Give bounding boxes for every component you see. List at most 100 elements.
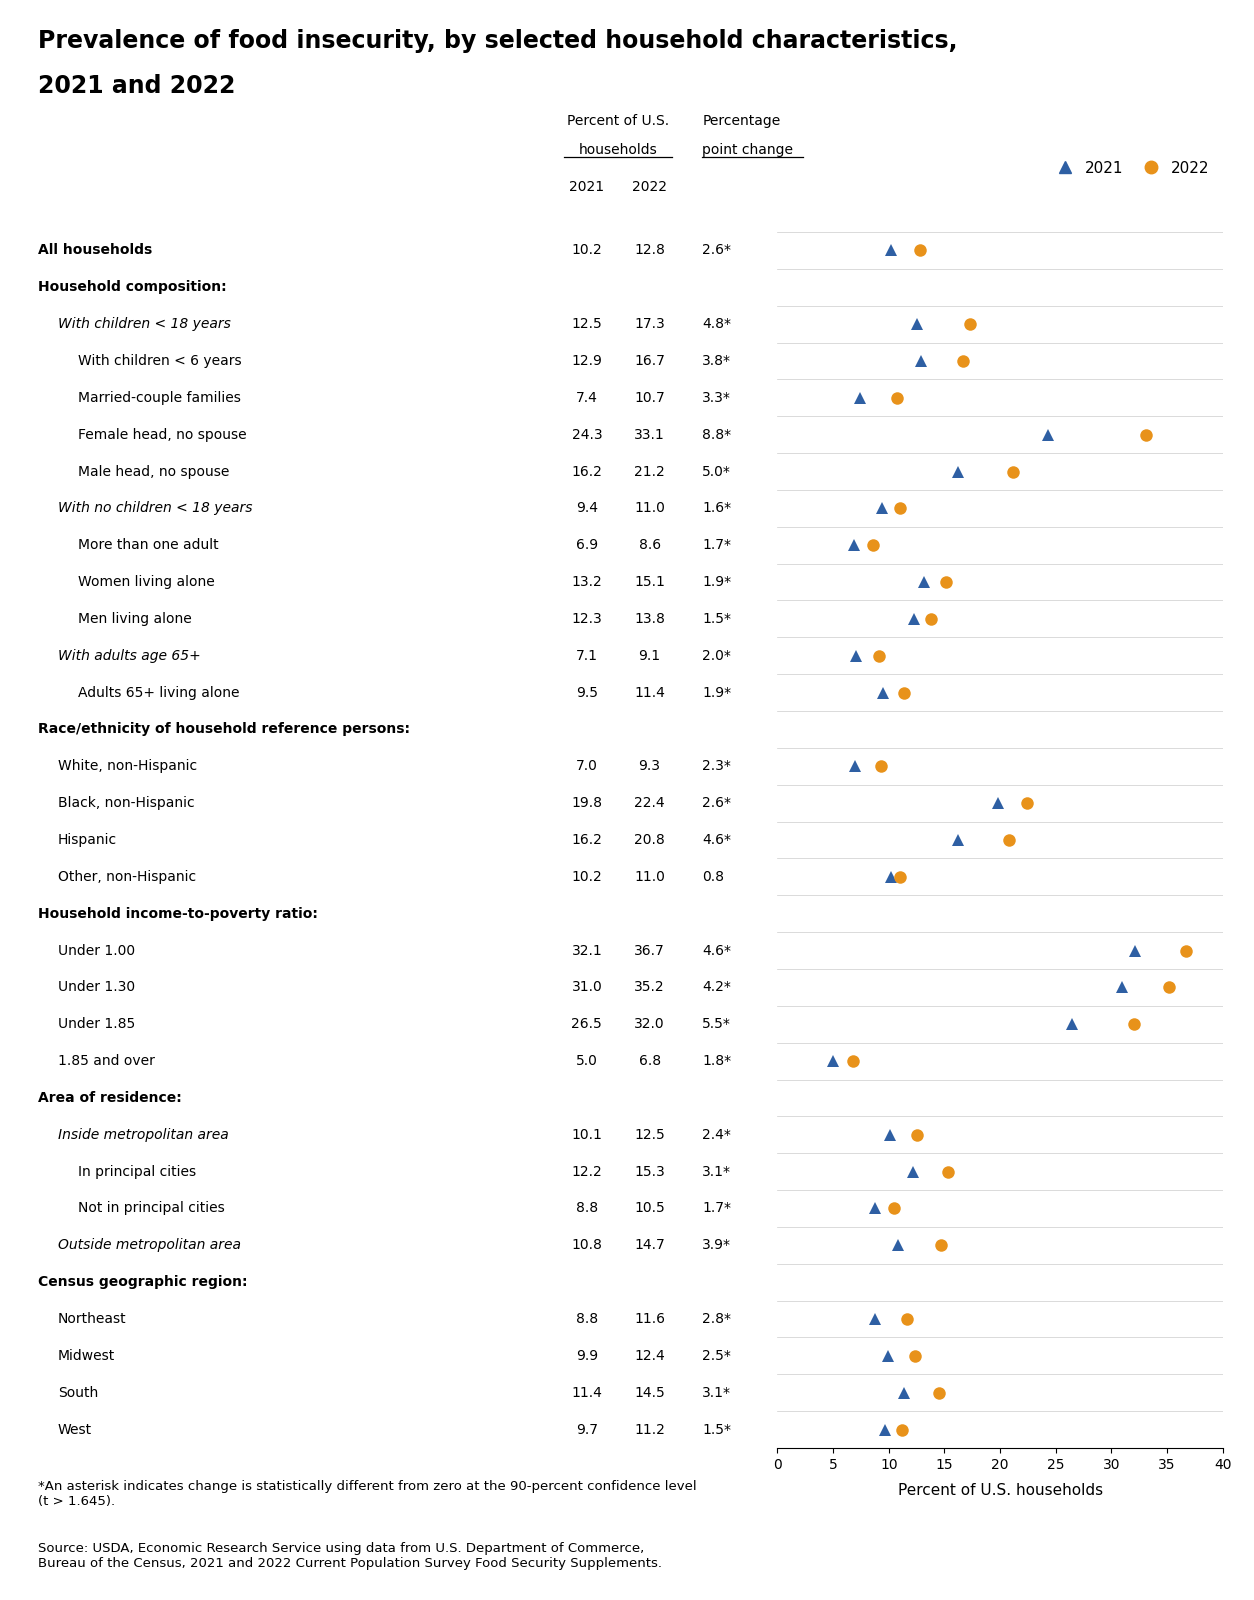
Text: 31.0: 31.0 [572,981,602,994]
Text: 11.4: 11.4 [635,686,665,699]
Text: Prevalence of food insecurity, by selected household characteristics,: Prevalence of food insecurity, by select… [38,29,957,53]
Text: 1.9*: 1.9* [702,686,731,699]
Text: In principal cities: In principal cities [78,1165,196,1179]
Text: Hispanic: Hispanic [58,834,117,846]
Text: 6.9: 6.9 [576,538,598,552]
Text: 15.3: 15.3 [635,1165,665,1179]
Text: Household composition:: Household composition: [38,280,226,294]
Text: 20.8: 20.8 [635,834,665,846]
Text: 12.9: 12.9 [572,354,602,368]
Text: 10.8: 10.8 [572,1238,602,1253]
Text: 12.8: 12.8 [635,243,665,258]
Text: 3.9*: 3.9* [702,1238,731,1253]
Text: 16.7: 16.7 [635,354,665,368]
Text: 11.0: 11.0 [635,501,665,515]
Text: 8.6: 8.6 [638,538,661,552]
Text: 15.1: 15.1 [635,574,665,589]
Text: 5.0: 5.0 [576,1054,598,1069]
Text: 3.1*: 3.1* [702,1165,731,1179]
Text: 2.8*: 2.8* [702,1312,731,1326]
Text: 7.0: 7.0 [576,760,598,773]
Text: 12.5: 12.5 [635,1128,665,1142]
Text: households: households [579,142,657,157]
Text: 2.6*: 2.6* [702,243,731,258]
Text: 11.0: 11.0 [635,870,665,883]
Text: 4.2*: 4.2* [702,981,731,994]
Text: 9.5: 9.5 [576,686,598,699]
Text: Under 1.00: Under 1.00 [58,944,135,957]
Text: South: South [58,1386,98,1400]
Text: 4.6*: 4.6* [702,944,731,957]
Text: 10.2: 10.2 [572,870,602,883]
Text: White, non-Hispanic: White, non-Hispanic [58,760,197,773]
Text: 8.8*: 8.8* [702,427,731,442]
Text: 2.4*: 2.4* [702,1128,731,1142]
Text: More than one adult: More than one adult [78,538,218,552]
Text: 24.3: 24.3 [572,427,602,442]
Text: 2022: 2022 [632,179,667,194]
Text: 1.5*: 1.5* [702,1422,731,1437]
Text: 5.0*: 5.0* [702,464,731,478]
Text: 10.1: 10.1 [572,1128,602,1142]
Text: 11.2: 11.2 [635,1422,665,1437]
Text: 4.8*: 4.8* [702,317,731,331]
Text: 9.1: 9.1 [638,648,661,662]
Text: Adults 65+ living alone: Adults 65+ living alone [78,686,240,699]
Text: Percent of U.S.: Percent of U.S. [567,114,670,128]
Text: West: West [58,1422,92,1437]
Text: Female head, no spouse: Female head, no spouse [78,427,246,442]
Text: Northeast: Northeast [58,1312,127,1326]
Text: 14.5: 14.5 [635,1386,665,1400]
Text: 13.2: 13.2 [572,574,602,589]
Text: All households: All households [38,243,152,258]
Text: 8.8: 8.8 [576,1202,598,1216]
Text: Women living alone: Women living alone [78,574,214,589]
Text: 12.2: 12.2 [572,1165,602,1179]
Text: 17.3: 17.3 [635,317,665,331]
Text: With no children < 18 years: With no children < 18 years [58,501,252,515]
Text: With children < 6 years: With children < 6 years [78,354,241,368]
Text: 9.3: 9.3 [638,760,661,773]
Text: 1.85 and over: 1.85 and over [58,1054,154,1069]
Text: 16.2: 16.2 [572,464,602,478]
Text: 16.2: 16.2 [572,834,602,846]
Text: Other, non-Hispanic: Other, non-Hispanic [58,870,196,883]
Text: Men living alone: Men living alone [78,611,192,626]
Text: 3.1*: 3.1* [702,1386,731,1400]
Text: 14.7: 14.7 [635,1238,665,1253]
Text: 19.8: 19.8 [572,797,602,810]
Text: 2.5*: 2.5* [702,1349,731,1363]
Legend: 2021, 2022: 2021, 2022 [1043,155,1215,182]
Text: 32.0: 32.0 [635,1018,665,1032]
Text: 32.1: 32.1 [572,944,602,957]
Text: With children < 18 years: With children < 18 years [58,317,231,331]
Text: point change: point change [702,142,794,157]
Text: 36.7: 36.7 [635,944,665,957]
Text: 2.0*: 2.0* [702,648,731,662]
Text: 1.6*: 1.6* [702,501,731,515]
Text: 26.5: 26.5 [572,1018,602,1032]
Text: 2021: 2021 [569,179,604,194]
Text: 2.6*: 2.6* [702,797,731,810]
Text: Black, non-Hispanic: Black, non-Hispanic [58,797,194,810]
Text: 33.1: 33.1 [635,427,665,442]
Text: Under 1.30: Under 1.30 [58,981,135,994]
Text: Area of residence:: Area of residence: [38,1091,182,1106]
Text: 3.3*: 3.3* [702,390,731,405]
Text: 7.4: 7.4 [576,390,598,405]
Text: 22.4: 22.4 [635,797,665,810]
Text: 11.6: 11.6 [635,1312,665,1326]
Text: Not in principal cities: Not in principal cities [78,1202,224,1216]
Text: 13.8: 13.8 [635,611,665,626]
Text: 1.7*: 1.7* [702,1202,731,1216]
Text: 35.2: 35.2 [635,981,665,994]
Text: Married-couple families: Married-couple families [78,390,241,405]
Text: Census geographic region:: Census geographic region: [38,1275,247,1290]
Text: Inside metropolitan area: Inside metropolitan area [58,1128,228,1142]
Text: *An asterisk indicates change is statistically different from zero at the 90-per: *An asterisk indicates change is statist… [38,1480,696,1507]
Text: 1.7*: 1.7* [702,538,731,552]
Text: 12.5: 12.5 [572,317,602,331]
Text: 10.2: 10.2 [572,243,602,258]
Text: 6.8: 6.8 [638,1054,661,1069]
Text: 21.2: 21.2 [635,464,665,478]
